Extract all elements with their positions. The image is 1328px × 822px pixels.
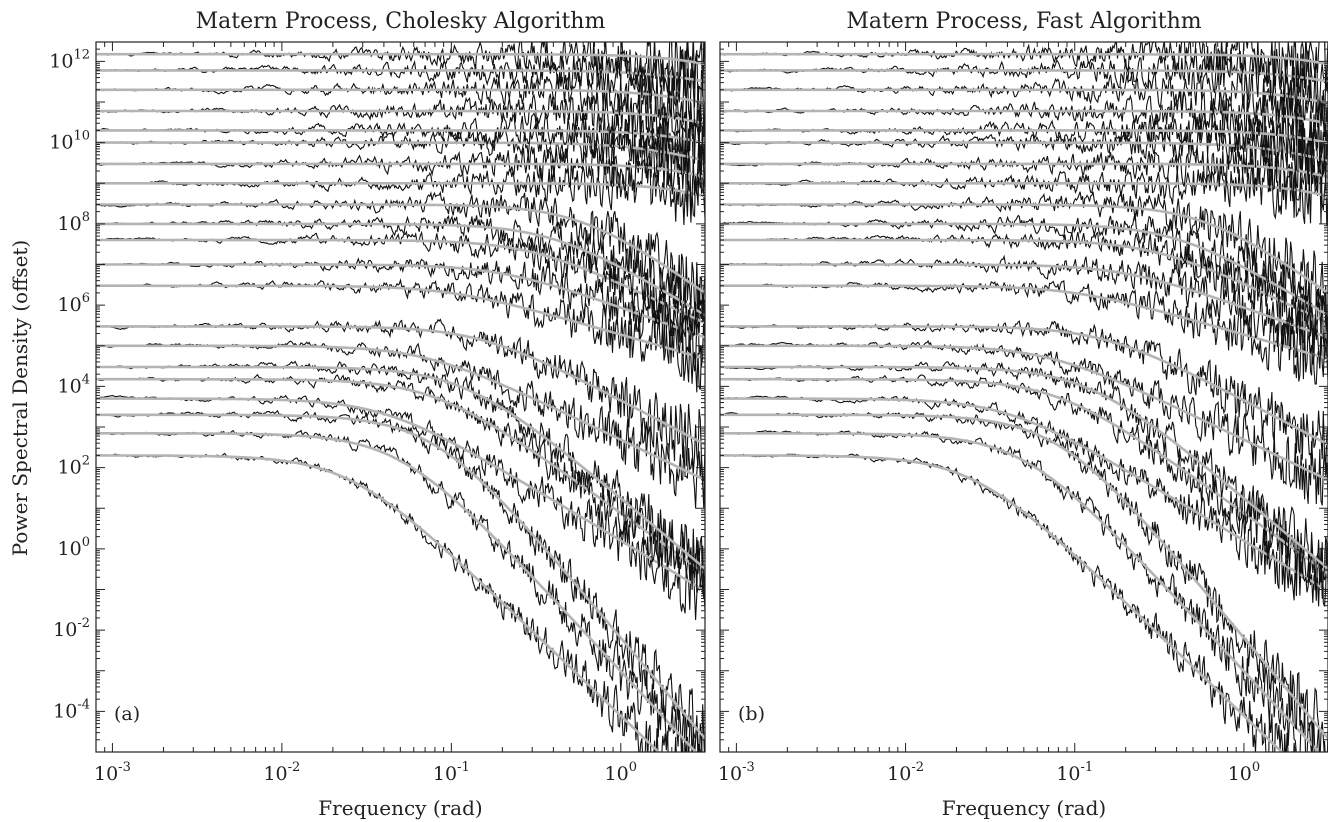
- series-estimate: [96, 42, 705, 108]
- series-estimate: [96, 42, 705, 97]
- y-tick-label: 102: [58, 454, 90, 479]
- series-theory: [96, 284, 705, 360]
- x-tick-label: 10-3: [718, 760, 755, 785]
- series-theory: [720, 365, 1328, 570]
- x-axis-label: Frequency (rad): [318, 796, 482, 820]
- plot-area: [720, 42, 1328, 752]
- series-theory: [96, 203, 705, 295]
- y-axis-label: Power Spectral Density (offset): [8, 240, 32, 556]
- series-theory: [720, 377, 1328, 575]
- series-estimate: [720, 254, 1328, 369]
- x-tick-label: 10-2: [263, 760, 300, 785]
- series-theory: [96, 413, 705, 740]
- panel-label: (b): [738, 703, 765, 725]
- series-theory: [720, 344, 1328, 482]
- series-theory: [720, 182, 1328, 198]
- series-theory: [96, 109, 705, 125]
- x-axis-label: Frequency (rad): [942, 796, 1106, 820]
- y-tick-label: 100: [58, 535, 90, 560]
- series-theory: [96, 397, 705, 593]
- y-tick-label: 1012: [49, 47, 90, 72]
- series-theory: [720, 141, 1328, 162]
- x-tick-label: 100: [605, 760, 637, 785]
- panel-b: 10-3 10-2 10-1 100 Matern Process, Fast Algo…: [718, 9, 1328, 820]
- x-tick-label: 10-1: [1056, 760, 1093, 785]
- series-theory: [96, 365, 705, 570]
- series-theory: [720, 222, 1328, 317]
- series-theory: [96, 238, 705, 325]
- series-theory: [720, 129, 1328, 145]
- series-theory: [96, 325, 705, 446]
- series-theory: [720, 69, 1328, 83]
- series-theory: [720, 431, 1321, 752]
- panel-a: 10-3 10-2 10-1 100 10-4 10-2 100 102 104 106 108 10…: [49, 9, 706, 820]
- chart-title: Matern Process, Cholesky Algorithm: [196, 9, 606, 34]
- x-tick-label: 10-1: [433, 760, 470, 785]
- series-theory: [720, 238, 1328, 325]
- series-theory: [720, 325, 1328, 446]
- series-theory: [720, 203, 1328, 295]
- series-theory: [720, 162, 1328, 179]
- series-estimate: [720, 119, 1328, 191]
- series-estimate: [96, 138, 705, 208]
- series-estimate: [720, 395, 1328, 607]
- y-tick-label: 10-2: [53, 616, 90, 641]
- series-theory: [96, 222, 705, 317]
- series-theory: [96, 454, 661, 752]
- x-tick-label: 10-3: [94, 760, 131, 785]
- y-tick-label: 108: [58, 210, 90, 235]
- series-theory: [720, 52, 1328, 66]
- series-theory: [720, 454, 1284, 752]
- series-theory: [96, 377, 705, 575]
- series-theory: [96, 182, 705, 198]
- plot-area: [96, 42, 705, 752]
- series-theory: [96, 141, 705, 162]
- series-theory: [96, 162, 705, 179]
- y-tick-label: 1010: [49, 129, 90, 154]
- series-theory: [96, 263, 705, 339]
- series-theory: [720, 413, 1328, 740]
- x-tick-label: 100: [1228, 760, 1260, 785]
- series-theory: [720, 88, 1328, 105]
- series-theory: [720, 109, 1328, 125]
- y-tick-label: 106: [58, 291, 90, 316]
- series-estimate: [720, 430, 1328, 752]
- series-theory: [96, 52, 705, 66]
- series-theory: [96, 69, 705, 83]
- series-theory: [720, 284, 1328, 360]
- series-theory: [720, 397, 1328, 593]
- series-theory: [96, 129, 705, 145]
- chart-title: Matern Process, Fast Algorithm: [846, 9, 1201, 34]
- series-estimate: [96, 257, 705, 367]
- y-tick-label: 104: [58, 372, 90, 397]
- y-tick-label: 10-4: [53, 697, 90, 722]
- series-theory: [96, 88, 705, 105]
- series-theory: [720, 263, 1328, 339]
- series-theory: [96, 344, 705, 482]
- panel-label: (a): [114, 703, 140, 725]
- x-tick-label: 10-2: [887, 760, 924, 785]
- series-estimate: [720, 42, 1328, 89]
- series-estimate: [720, 412, 1328, 752]
- series-theory: [96, 431, 698, 752]
